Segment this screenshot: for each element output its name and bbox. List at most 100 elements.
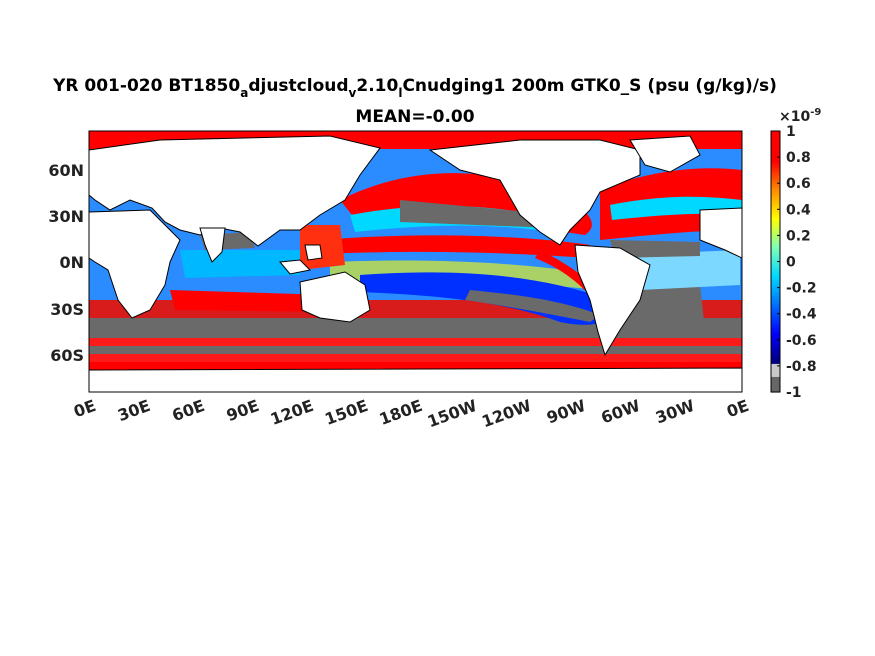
- colorbar-swatch: [771, 355, 780, 359]
- colorbar-tick-label: -0.4: [786, 307, 817, 323]
- colorbar-swatch: [771, 224, 780, 229]
- colorbar-swatch: [771, 352, 780, 357]
- colorbar-swatch: [771, 170, 780, 174]
- lon-tick-label: 150W: [425, 396, 480, 431]
- colorbar-swatch: [771, 298, 780, 302]
- lon-tick-label: 150E: [322, 396, 370, 429]
- colorbar-tick-label: 0.8: [786, 150, 811, 166]
- colorbar-swatch: [771, 172, 780, 176]
- colorbar-swatch: [771, 227, 780, 231]
- colorbar-swatch: [771, 365, 780, 370]
- colorbar-swatch: [771, 329, 780, 333]
- colorbar-swatch: [771, 151, 780, 156]
- colorbar-swatch: [771, 311, 780, 315]
- colorbar-swatch: [771, 175, 780, 179]
- lat-tick-label: 0N: [59, 253, 84, 272]
- colorbar-swatch: [771, 326, 780, 330]
- colorbar-swatch: [771, 180, 780, 184]
- colorbar-swatch: [771, 219, 780, 223]
- colorbar-swatch: [771, 232, 780, 236]
- lon-tick-label: 180E: [377, 396, 425, 429]
- colorbar-tick-label: 0.6: [786, 176, 811, 192]
- colorbar-swatch: [771, 217, 780, 221]
- colorbar-swatch: [771, 131, 780, 135]
- colorbar-tick-label: -1: [786, 385, 802, 401]
- title-subscript-2: v: [348, 86, 357, 100]
- lon-tick-label: 60W: [599, 396, 643, 428]
- colorbar-swatch: [771, 266, 780, 270]
- colorbar-swatch: [771, 271, 780, 276]
- lat-tick-label: 60S: [50, 346, 84, 365]
- lat-tick-label: 30S: [50, 300, 84, 319]
- colorbar-swatch: [771, 183, 780, 187]
- lon-tick-label: 60E: [170, 396, 208, 425]
- latitude-axis: 60N 30N 0N 30S 60S: [48, 161, 84, 365]
- colorbar-swatch: [771, 305, 780, 310]
- colorbar-swatch: [771, 185, 780, 190]
- colorbar-swatch: [771, 347, 780, 351]
- colorbar-swatch: [771, 290, 780, 294]
- title-text-4: Cnudging1 200m GTK0_S (psu (g/kg)/s): [402, 76, 777, 96]
- colorbar-swatch: [771, 324, 780, 328]
- colorbar-swatch: [771, 308, 780, 312]
- colorbar-swatch: [771, 230, 780, 234]
- colorbar-swatch: [771, 295, 780, 299]
- colorbar-swatch: [771, 251, 780, 255]
- colorbar-swatch: [771, 238, 780, 242]
- antarctica-land: [89, 367, 742, 392]
- south-america-land: [574, 244, 651, 357]
- colorbar-swatch: [771, 245, 780, 250]
- lon-tick-label: 90E: [224, 396, 262, 425]
- colorbar-swatch: [771, 157, 780, 161]
- colorbar-tick-label: 0.4: [786, 202, 811, 218]
- indonesia-land: [279, 259, 312, 275]
- colorbar-tick-label: -0.2: [786, 281, 817, 297]
- colorbar-swatch: [771, 222, 780, 226]
- colorbar-swatch: [771, 313, 780, 317]
- colorbar-swatch: [771, 154, 780, 158]
- colorbar-swatch: [771, 292, 780, 297]
- colorbar-swatch: [771, 378, 780, 383]
- colorbar-swatch: [771, 284, 780, 289]
- title-text-2: djustcloud: [248, 76, 349, 96]
- colorbar-swatch: [771, 303, 780, 307]
- map-frame: [88, 130, 743, 393]
- colorbar-swatch: [771, 350, 780, 354]
- colorbar-swatch: [771, 196, 780, 200]
- colorbar-swatch: [771, 376, 780, 380]
- lat-tick-label: 30N: [48, 207, 84, 226]
- colorbar-swatch: [771, 318, 780, 323]
- longitude-axis: 0E 30E 60E 90E 120E 150E 180E 150W 120W 90W 60W 30W…: [71, 396, 751, 431]
- colorbar-swatch: [771, 253, 780, 257]
- colorbar-swatch: [771, 141, 780, 145]
- colorbar-swatch: [771, 389, 780, 393]
- colorbar-swatch: [771, 287, 780, 291]
- colorbar-swatch: [771, 146, 780, 150]
- colorbar-swatch: [771, 167, 780, 171]
- colorbar-swatch: [771, 282, 780, 286]
- colorbar-swatch: [771, 360, 780, 364]
- colorbar-swatch: [771, 240, 780, 244]
- lon-tick-label: 120W: [479, 396, 534, 431]
- west-africa-land: [699, 207, 742, 259]
- map-title: YR 001-020 BT1850adjustcloudv2.10lCnudgi…: [0, 76, 830, 100]
- lon-tick-label: 90W: [544, 396, 588, 428]
- colorbar-exponent: ×10-9: [779, 107, 821, 125]
- borneo-land: [304, 244, 323, 261]
- colorbar-tick-label: -0.8: [786, 359, 817, 375]
- colorbar-swatch: [771, 358, 780, 362]
- colorbar-swatch: [771, 371, 780, 375]
- colorbar-swatch: [771, 345, 780, 349]
- colorbar-swatch: [771, 363, 780, 367]
- lon-tick-label: 0E: [71, 396, 98, 421]
- colorbar-swatch: [771, 258, 780, 263]
- colorbar-swatch: [771, 198, 780, 203]
- colorbar-tick-label: 0.2: [786, 228, 811, 244]
- north-america-land: [428, 139, 641, 246]
- lat-tick-label: 60N: [48, 161, 84, 180]
- colorbar-swatch: [771, 248, 780, 252]
- colorbar-swatch: [771, 144, 780, 148]
- colorbar-swatch: [771, 384, 780, 388]
- colorbar-swatch: [771, 339, 780, 344]
